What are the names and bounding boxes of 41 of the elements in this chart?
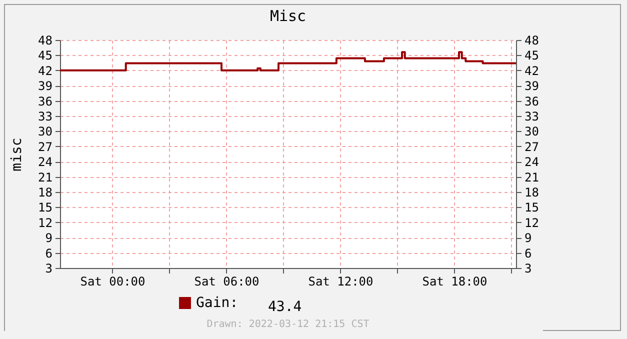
y2-tick-label: 6 [524, 246, 532, 260]
y-tick-label: 24 [38, 155, 52, 170]
y2-tick-label: 3 [524, 262, 532, 276]
text: 43.4 [268, 299, 302, 315]
y2-tick-label: 30 [524, 124, 539, 139]
y-tick-label: 27 [38, 140, 52, 154]
chart-title: Misc [270, 7, 306, 25]
y2-tick-label: 42 [524, 64, 539, 78]
text: Drawn: 2022-03-12 21:15 CST [206, 319, 370, 330]
y2-tick-label: 15 [524, 200, 539, 215]
y-tick-label: 45 [38, 48, 52, 63]
y-tick-label: 3 [45, 262, 52, 276]
y2-tick-label: 45 [524, 48, 539, 63]
y-tick-label: 33 [38, 110, 52, 124]
y2-tick-label: 18 [524, 186, 539, 200]
y-tick-label: 18 [38, 186, 52, 200]
y-tick-label: 12 [38, 216, 52, 230]
y-tick-label: 6 [45, 246, 52, 260]
y-tick-label: 39 [38, 79, 52, 94]
x-tick-label: Sat 06:00 [194, 274, 260, 288]
legend-label: Gain: [196, 295, 238, 311]
x-tick-label: Sat 18:00 [422, 274, 488, 288]
y2-tick-label: 21 [524, 170, 539, 184]
y-tick-label: 48 [38, 34, 52, 48]
y2-tick-label: 12 [524, 216, 539, 230]
y-tick-label: 21 [38, 170, 52, 184]
y-tick-label: 36 [38, 94, 52, 108]
y2-tick-label: 27 [524, 140, 539, 154]
y-tick-label: 42 [38, 64, 52, 78]
y2-tick-label: 24 [524, 155, 539, 170]
y-tick-label: 9 [45, 231, 52, 246]
y-tick-label: 30 [38, 124, 52, 139]
y-axis-title: misc [9, 138, 26, 172]
y2-tick-label: 9 [524, 231, 532, 246]
y2-tick-label: 33 [524, 110, 539, 124]
x-tick-label: Sat 12:00 [308, 274, 374, 288]
y2-tick-label: 48 [524, 34, 539, 48]
y2-tick-label: 36 [524, 94, 539, 108]
y-tick-label: 15 [38, 200, 52, 215]
y2-tick-label: 39 [524, 79, 539, 94]
x-tick-label: Sat 00:00 [80, 274, 146, 288]
